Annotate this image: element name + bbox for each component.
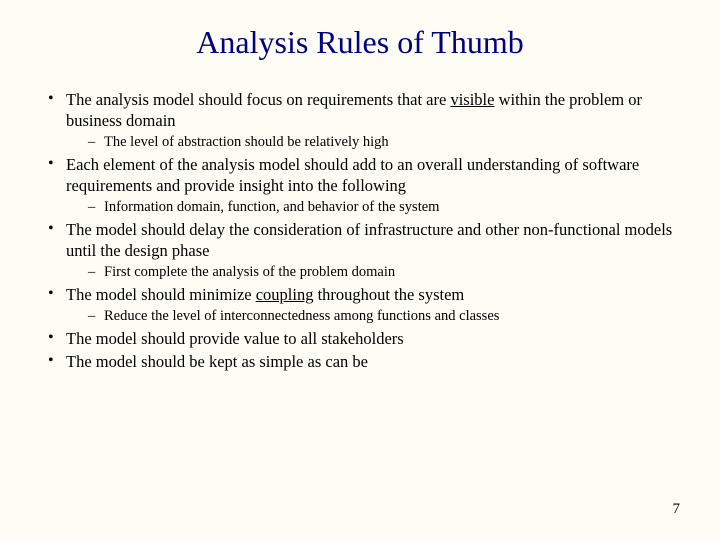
- page-number: 7: [673, 501, 681, 518]
- sub-bullet-item: First complete the analysis of the probl…: [88, 263, 690, 282]
- bullet-item: The analysis model should focus on requi…: [48, 89, 690, 152]
- sub-list: First complete the analysis of the probl…: [66, 263, 690, 282]
- sub-list: Information domain, function, and behavi…: [66, 198, 690, 217]
- slide-title: Analysis Rules of Thumb: [30, 24, 690, 61]
- bullet-item: Each element of the analysis model shoul…: [48, 154, 690, 217]
- bullet-list: The analysis model should focus on requi…: [30, 89, 690, 372]
- bullet-text: The model should minimize: [66, 285, 256, 304]
- underlined-word: visible: [450, 90, 494, 109]
- bullet-text: The model should be kept as simple as ca…: [66, 352, 368, 371]
- sub-bullet-text: Information domain, function, and behavi…: [104, 199, 439, 215]
- bullet-text: The analysis model should focus on requi…: [66, 90, 450, 109]
- bullet-text: The model should delay the consideration…: [66, 220, 672, 260]
- bullet-item: The model should minimize coupling throu…: [48, 284, 690, 326]
- bullet-text: Each element of the analysis model shoul…: [66, 155, 639, 195]
- sub-list: The level of abstraction should be relat…: [66, 133, 690, 152]
- bullet-text: The model should provide value to all st…: [66, 329, 404, 348]
- sub-list: Reduce the level of interconnectedness a…: [66, 307, 690, 326]
- bullet-text: throughout the system: [313, 285, 464, 304]
- sub-bullet-item: Information domain, function, and behavi…: [88, 198, 690, 217]
- sub-bullet-item: Reduce the level of interconnectedness a…: [88, 307, 690, 326]
- bullet-item: The model should be kept as simple as ca…: [48, 351, 690, 372]
- slide: Analysis Rules of Thumb The analysis mod…: [0, 0, 720, 540]
- bullet-item: The model should provide value to all st…: [48, 328, 690, 349]
- sub-bullet-text: The level of abstraction should be relat…: [104, 134, 389, 150]
- bullet-item: The model should delay the consideration…: [48, 219, 690, 282]
- underlined-word: coupling: [256, 285, 314, 304]
- sub-bullet-text: First complete the analysis of the probl…: [104, 264, 395, 280]
- sub-bullet-text: Reduce the level of interconnectedness a…: [104, 308, 499, 324]
- sub-bullet-item: The level of abstraction should be relat…: [88, 133, 690, 152]
